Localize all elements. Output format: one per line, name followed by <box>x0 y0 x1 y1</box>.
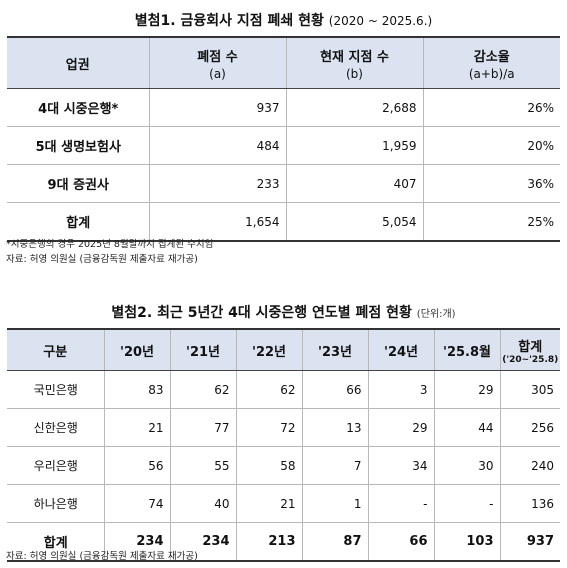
cell: 234 <box>169 522 236 562</box>
cell-closed: 233 <box>148 164 286 203</box>
table-row: 신한은행 21 77 72 13 29 44 256 <box>7 408 560 447</box>
table2-header: '22년 <box>235 328 302 371</box>
table2-header: '20년 <box>103 328 170 371</box>
table2-header: '25.8월 <box>433 328 500 371</box>
table-total-row: 합계 1,654 5,054 25% <box>7 202 560 242</box>
cell: 77 <box>169 408 236 447</box>
cell: 66 <box>367 522 434 562</box>
cell: 29 <box>433 370 500 409</box>
table2-header: 구분 <box>7 328 104 371</box>
table-row: 9대 증권사 233 407 36% <box>7 164 560 203</box>
table-row: 국민은행 83 62 62 66 3 29 305 <box>7 370 560 409</box>
cell: - <box>367 484 434 523</box>
cell: 21 <box>235 484 302 523</box>
cell: 13 <box>301 408 368 447</box>
row-label: 9대 증권사 <box>7 164 149 203</box>
table1-header: 업권 <box>7 36 149 89</box>
cell-current: 5,054 <box>285 202 423 242</box>
cell: 3 <box>367 370 434 409</box>
table1-title-period: (2020 ~ 2025.6.) <box>328 14 433 28</box>
row-label: 4대 시중은행* <box>7 88 149 127</box>
cell-rate: 26% <box>422 88 560 127</box>
row-label: 신한은행 <box>7 408 104 447</box>
yearly-closure-table: 구분 '20년 '21년 '22년 '23년 '24년 '25.8월 합계 ('2… <box>7 328 560 562</box>
cell: 44 <box>433 408 500 447</box>
row-label: 우리은행 <box>7 446 104 485</box>
cell: 56 <box>103 446 170 485</box>
cell: 62 <box>169 370 236 409</box>
table1-source: 자료: 허영 의원실 (금융감독원 제출자료 재가공) <box>6 254 198 265</box>
cell-current: 407 <box>285 164 423 203</box>
cell: 30 <box>433 446 500 485</box>
table2-header: '23년 <box>301 328 368 371</box>
table1-header: 현재 지점 수 (b) <box>285 36 423 89</box>
cell: 62 <box>235 370 302 409</box>
cell: 87 <box>301 522 368 562</box>
table2-header: '21년 <box>169 328 236 371</box>
cell: 40 <box>169 484 236 523</box>
cell: 7 <box>301 446 368 485</box>
table2-header-row: 구분 '20년 '21년 '22년 '23년 '24년 '25.8월 합계 ('2… <box>7 328 560 371</box>
table-row: 우리은행 56 55 58 7 34 30 240 <box>7 446 560 485</box>
table-total-row: 합계 234 234 213 87 66 103 937 <box>7 522 560 562</box>
cell-current: 1,959 <box>285 126 423 165</box>
cell: 74 <box>103 484 170 523</box>
cell: 83 <box>103 370 170 409</box>
table2-title: 별첨2. 최근 5년간 4대 시중은행 연도별 폐점 현황 (단위:개) <box>0 302 567 322</box>
cell: 34 <box>367 446 434 485</box>
row-label: 국민은행 <box>7 370 104 409</box>
cell: 21 <box>103 408 170 447</box>
row-label: 5대 생명보험사 <box>7 126 149 165</box>
row-label: 하나은행 <box>7 484 104 523</box>
row-label: 합계 <box>7 522 104 562</box>
cell: 240 <box>499 446 560 485</box>
cell-closed: 484 <box>148 126 286 165</box>
cell-closed: 937 <box>148 88 286 127</box>
table1-header-row: 업권 폐점 수 (a) 현재 지점 수 (b) 감소율 (a+b)/a <box>7 36 560 89</box>
cell-rate: 25% <box>422 202 560 242</box>
cell: - <box>433 484 500 523</box>
cell: 29 <box>367 408 434 447</box>
table1-title-main: 별첨1. 금융회사 지점 폐쇄 현황 <box>134 13 324 29</box>
table2-unit: (단위:개) <box>416 309 456 320</box>
cell-closed: 1,654 <box>148 202 286 242</box>
cell: 305 <box>499 370 560 409</box>
table2-title-main: 별첨2. 최근 5년간 4대 시중은행 연도별 폐점 현황 <box>111 305 412 321</box>
cell: 55 <box>169 446 236 485</box>
cell: 103 <box>433 522 500 562</box>
table-row: 4대 시중은행* 937 2,688 26% <box>7 88 560 127</box>
cell: 256 <box>499 408 560 447</box>
row-label: 합계 <box>7 202 149 242</box>
table2-header: 합계 ('20~'25.8) <box>499 328 560 371</box>
cell: 234 <box>103 522 170 562</box>
cell: 136 <box>499 484 560 523</box>
table-row: 5대 생명보험사 484 1,959 20% <box>7 126 560 165</box>
branch-closure-table: 업권 폐점 수 (a) 현재 지점 수 (b) 감소율 (a+b)/a 4대 시중은행… <box>7 36 560 242</box>
table2-header: '24년 <box>367 328 434 371</box>
table2-source: 자료: 허영 의원실 (금융감독원 제출자료 재가공) <box>6 551 198 562</box>
cell: 66 <box>301 370 368 409</box>
cell: 72 <box>235 408 302 447</box>
table1-header: 폐점 수 (a) <box>148 36 286 89</box>
cell-current: 2,688 <box>285 88 423 127</box>
cell: 213 <box>235 522 302 562</box>
cell-rate: 20% <box>422 126 560 165</box>
table1-header: 감소율 (a+b)/a <box>422 36 560 89</box>
table1-title: 별첨1. 금융회사 지점 폐쇄 현황 (2020 ~ 2025.6.) <box>0 10 567 30</box>
table1-footnote: *시중은행의 경우 2025년 8월말까지 집계된 수치임 <box>6 239 214 250</box>
cell: 937 <box>499 522 560 562</box>
cell-rate: 36% <box>422 164 560 203</box>
cell: 1 <box>301 484 368 523</box>
table-row: 하나은행 74 40 21 1 - - 136 <box>7 484 560 523</box>
cell: 58 <box>235 446 302 485</box>
